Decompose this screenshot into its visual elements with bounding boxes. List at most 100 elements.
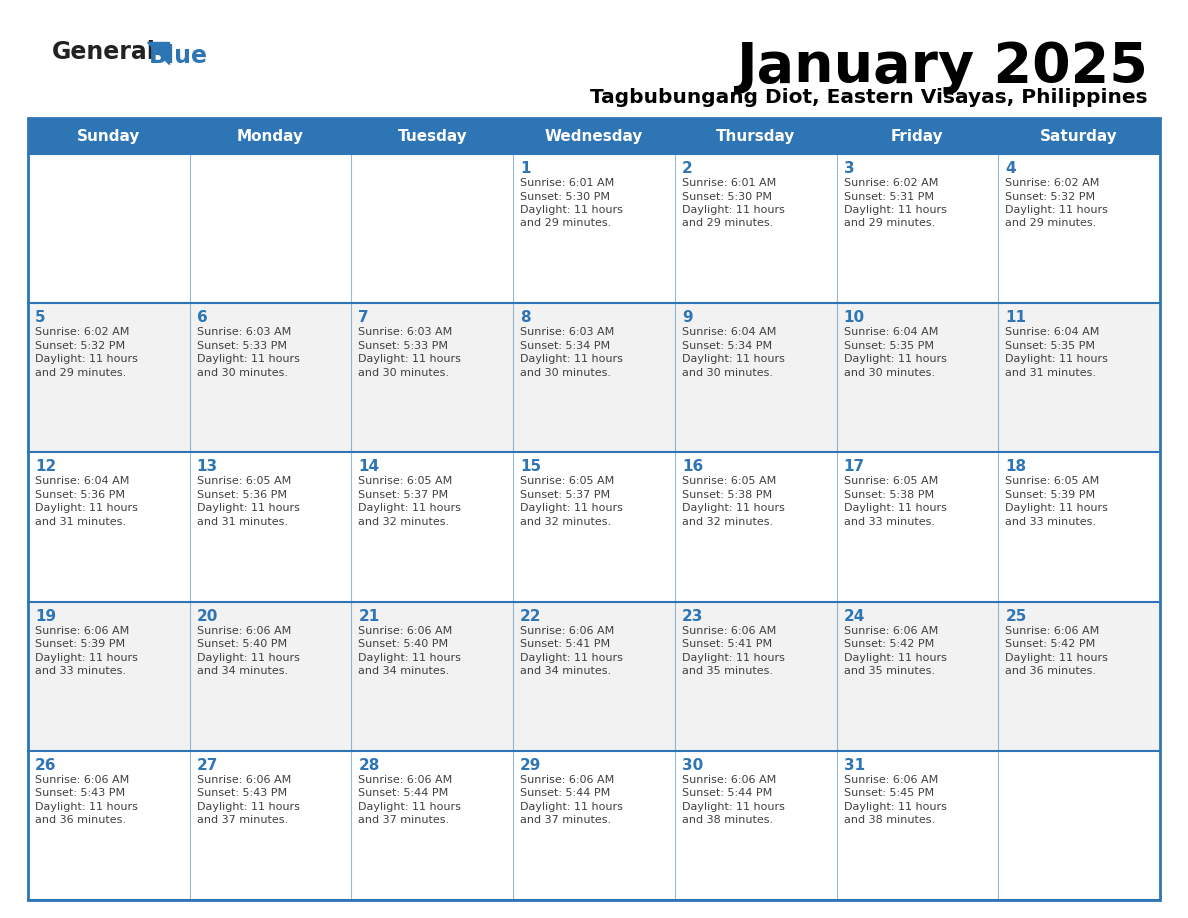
Text: Sunrise: 6:01 AM: Sunrise: 6:01 AM xyxy=(520,178,614,188)
Text: Sunset: 5:39 PM: Sunset: 5:39 PM xyxy=(34,639,125,649)
Text: and 29 minutes.: and 29 minutes. xyxy=(34,368,126,377)
Text: 2: 2 xyxy=(682,161,693,176)
Text: Sunset: 5:31 PM: Sunset: 5:31 PM xyxy=(843,192,934,201)
Text: Sunset: 5:34 PM: Sunset: 5:34 PM xyxy=(682,341,772,351)
Text: Daylight: 11 hours: Daylight: 11 hours xyxy=(1005,503,1108,513)
Text: Sunset: 5:30 PM: Sunset: 5:30 PM xyxy=(682,192,772,201)
Text: and 32 minutes.: and 32 minutes. xyxy=(520,517,612,527)
Text: Sunrise: 6:04 AM: Sunrise: 6:04 AM xyxy=(34,476,129,487)
Text: and 30 minutes.: and 30 minutes. xyxy=(843,368,935,377)
Text: Sunrise: 6:05 AM: Sunrise: 6:05 AM xyxy=(843,476,937,487)
Text: 16: 16 xyxy=(682,459,703,475)
Text: Daylight: 11 hours: Daylight: 11 hours xyxy=(682,801,785,812)
Text: 27: 27 xyxy=(197,757,219,773)
Text: 13: 13 xyxy=(197,459,217,475)
Text: and 35 minutes.: and 35 minutes. xyxy=(682,666,773,676)
Text: 24: 24 xyxy=(843,609,865,623)
Text: and 33 minutes.: and 33 minutes. xyxy=(1005,517,1097,527)
Text: Sunrise: 6:05 AM: Sunrise: 6:05 AM xyxy=(197,476,291,487)
Text: Sunrise: 6:04 AM: Sunrise: 6:04 AM xyxy=(843,327,939,337)
Text: and 33 minutes.: and 33 minutes. xyxy=(34,666,126,676)
Text: 28: 28 xyxy=(359,757,380,773)
Text: Sunset: 5:38 PM: Sunset: 5:38 PM xyxy=(682,490,772,500)
Text: 23: 23 xyxy=(682,609,703,623)
Text: Sunrise: 6:02 AM: Sunrise: 6:02 AM xyxy=(1005,178,1100,188)
Text: and 37 minutes.: and 37 minutes. xyxy=(197,815,287,825)
Text: Sunrise: 6:03 AM: Sunrise: 6:03 AM xyxy=(197,327,291,337)
Text: Sunday: Sunday xyxy=(77,129,140,143)
Text: and 29 minutes.: and 29 minutes. xyxy=(1005,218,1097,229)
Text: 19: 19 xyxy=(34,609,56,623)
Text: Daylight: 11 hours: Daylight: 11 hours xyxy=(1005,653,1108,663)
Text: Sunrise: 6:06 AM: Sunrise: 6:06 AM xyxy=(843,625,937,635)
Text: 20: 20 xyxy=(197,609,219,623)
Text: 29: 29 xyxy=(520,757,542,773)
Text: Sunset: 5:33 PM: Sunset: 5:33 PM xyxy=(359,341,448,351)
Text: and 32 minutes.: and 32 minutes. xyxy=(359,517,449,527)
Text: and 36 minutes.: and 36 minutes. xyxy=(34,815,126,825)
Text: Daylight: 11 hours: Daylight: 11 hours xyxy=(520,653,623,663)
Text: Sunrise: 6:05 AM: Sunrise: 6:05 AM xyxy=(1005,476,1100,487)
Text: Tuesday: Tuesday xyxy=(398,129,467,143)
Text: 22: 22 xyxy=(520,609,542,623)
Text: Daylight: 11 hours: Daylight: 11 hours xyxy=(34,354,138,364)
Text: Daylight: 11 hours: Daylight: 11 hours xyxy=(1005,354,1108,364)
Text: Daylight: 11 hours: Daylight: 11 hours xyxy=(682,205,785,215)
Text: and 31 minutes.: and 31 minutes. xyxy=(1005,368,1097,377)
Text: Sunset: 5:36 PM: Sunset: 5:36 PM xyxy=(34,490,125,500)
Polygon shape xyxy=(147,42,169,64)
Text: Sunrise: 6:06 AM: Sunrise: 6:06 AM xyxy=(34,625,129,635)
Text: Sunrise: 6:03 AM: Sunrise: 6:03 AM xyxy=(520,327,614,337)
Text: Sunset: 5:35 PM: Sunset: 5:35 PM xyxy=(1005,341,1095,351)
Text: Thursday: Thursday xyxy=(716,129,796,143)
Text: Sunset: 5:36 PM: Sunset: 5:36 PM xyxy=(197,490,286,500)
Text: Sunset: 5:34 PM: Sunset: 5:34 PM xyxy=(520,341,611,351)
Text: Sunset: 5:37 PM: Sunset: 5:37 PM xyxy=(520,490,611,500)
Text: and 36 minutes.: and 36 minutes. xyxy=(1005,666,1097,676)
Text: and 38 minutes.: and 38 minutes. xyxy=(843,815,935,825)
Text: Sunrise: 6:02 AM: Sunrise: 6:02 AM xyxy=(34,327,129,337)
Text: 25: 25 xyxy=(1005,609,1026,623)
Text: 7: 7 xyxy=(359,310,369,325)
Text: Friday: Friday xyxy=(891,129,943,143)
Text: 31: 31 xyxy=(843,757,865,773)
Text: and 35 minutes.: and 35 minutes. xyxy=(843,666,935,676)
Text: Wednesday: Wednesday xyxy=(545,129,643,143)
Text: Sunrise: 6:05 AM: Sunrise: 6:05 AM xyxy=(682,476,776,487)
Text: Sunrise: 6:04 AM: Sunrise: 6:04 AM xyxy=(682,327,776,337)
Text: 26: 26 xyxy=(34,757,57,773)
Text: 5: 5 xyxy=(34,310,45,325)
Text: and 34 minutes.: and 34 minutes. xyxy=(197,666,287,676)
Text: 6: 6 xyxy=(197,310,208,325)
Text: Sunset: 5:32 PM: Sunset: 5:32 PM xyxy=(1005,192,1095,201)
Bar xyxy=(29,154,1159,303)
Text: Sunrise: 6:03 AM: Sunrise: 6:03 AM xyxy=(359,327,453,337)
Text: Sunset: 5:44 PM: Sunset: 5:44 PM xyxy=(359,789,449,799)
Bar xyxy=(29,118,1159,900)
Text: Sunrise: 6:04 AM: Sunrise: 6:04 AM xyxy=(1005,327,1100,337)
Text: and 37 minutes.: and 37 minutes. xyxy=(359,815,449,825)
Text: Sunrise: 6:06 AM: Sunrise: 6:06 AM xyxy=(359,625,453,635)
Text: Sunset: 5:30 PM: Sunset: 5:30 PM xyxy=(520,192,611,201)
Text: Daylight: 11 hours: Daylight: 11 hours xyxy=(843,801,947,812)
Text: and 34 minutes.: and 34 minutes. xyxy=(520,666,612,676)
Text: 12: 12 xyxy=(34,459,56,475)
Text: General: General xyxy=(52,40,156,64)
Text: Sunrise: 6:06 AM: Sunrise: 6:06 AM xyxy=(843,775,937,785)
Text: Sunrise: 6:06 AM: Sunrise: 6:06 AM xyxy=(520,775,614,785)
Text: Sunset: 5:39 PM: Sunset: 5:39 PM xyxy=(1005,490,1095,500)
Bar xyxy=(29,601,1159,751)
Text: 11: 11 xyxy=(1005,310,1026,325)
Text: Sunset: 5:43 PM: Sunset: 5:43 PM xyxy=(34,789,125,799)
Text: Sunset: 5:33 PM: Sunset: 5:33 PM xyxy=(197,341,286,351)
Text: Sunset: 5:35 PM: Sunset: 5:35 PM xyxy=(843,341,934,351)
Text: and 29 minutes.: and 29 minutes. xyxy=(682,218,773,229)
Text: Daylight: 11 hours: Daylight: 11 hours xyxy=(359,801,461,812)
Text: 21: 21 xyxy=(359,609,380,623)
Text: Daylight: 11 hours: Daylight: 11 hours xyxy=(520,801,623,812)
Text: 8: 8 xyxy=(520,310,531,325)
Text: Daylight: 11 hours: Daylight: 11 hours xyxy=(682,653,785,663)
Text: Sunset: 5:38 PM: Sunset: 5:38 PM xyxy=(843,490,934,500)
Text: Daylight: 11 hours: Daylight: 11 hours xyxy=(520,503,623,513)
Text: Sunset: 5:37 PM: Sunset: 5:37 PM xyxy=(359,490,449,500)
